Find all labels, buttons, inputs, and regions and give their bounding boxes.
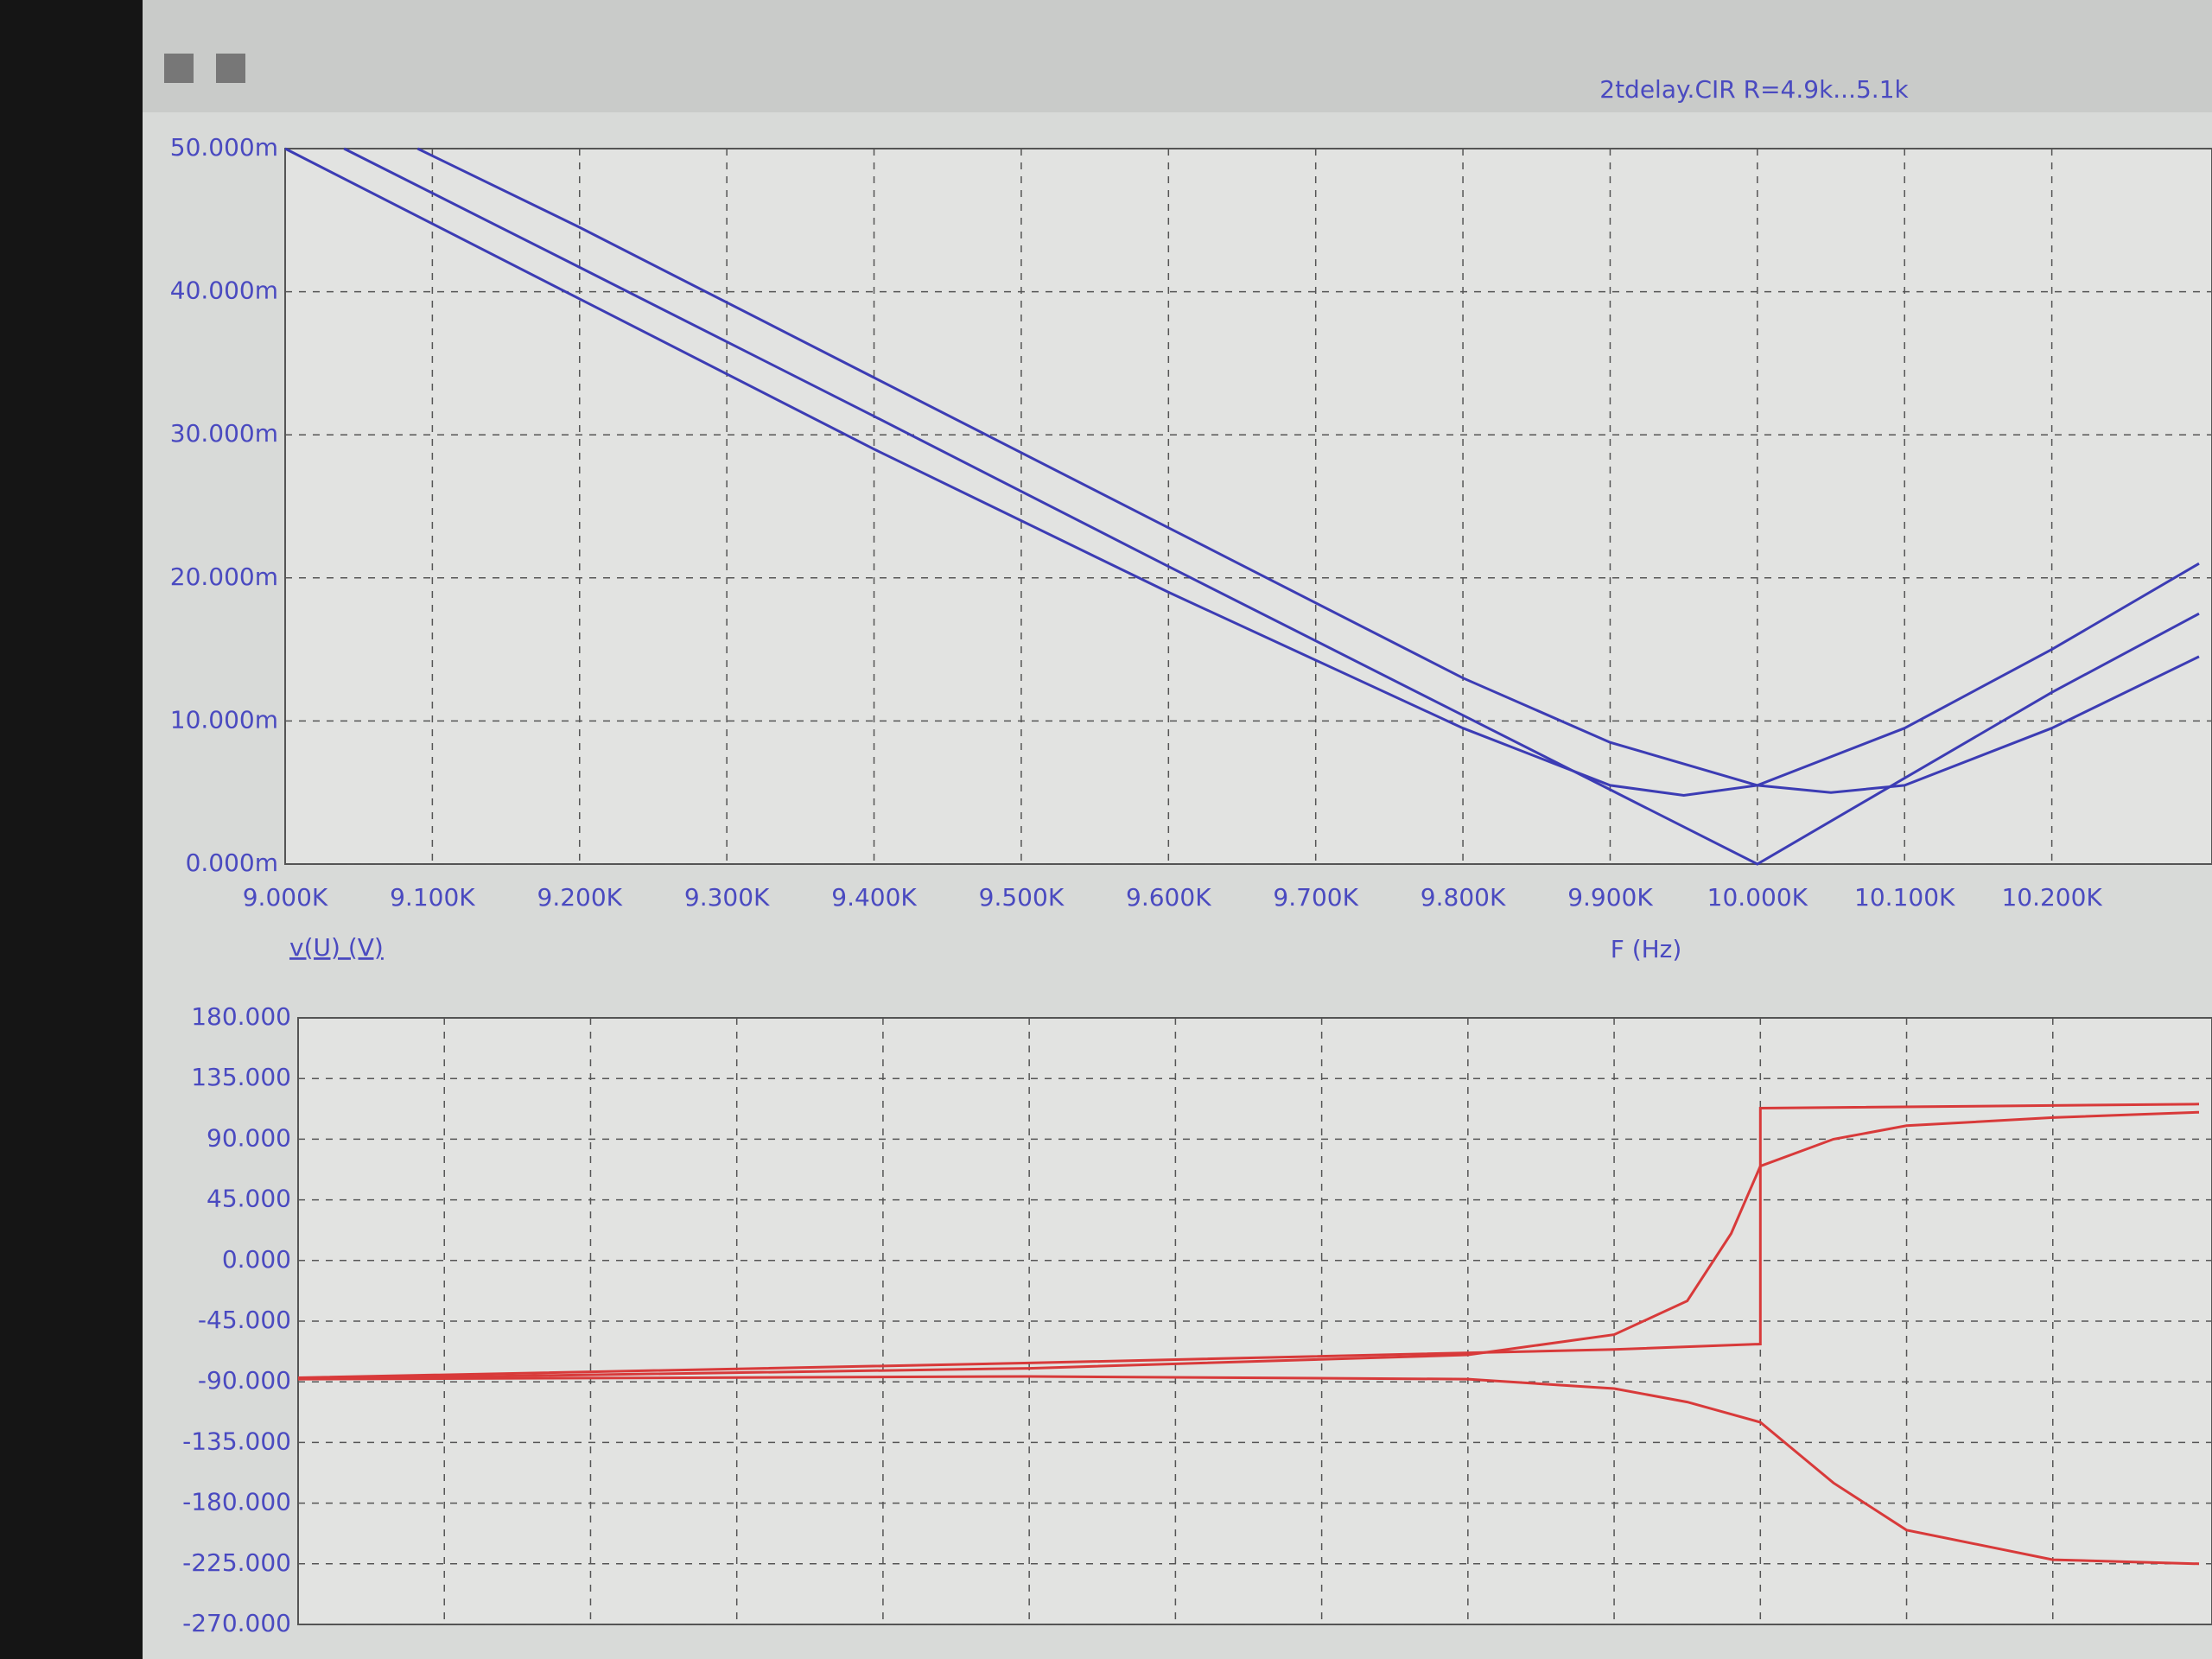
x-tick-label: 9.500K: [979, 883, 1065, 912]
y-tick-label: 20.000m: [170, 563, 278, 591]
data-line: [297, 1375, 2200, 1566]
x-tick-label: 9.100K: [390, 883, 475, 912]
x-tick-label: 9.300K: [684, 883, 770, 912]
y-tick-label: 10.000m: [170, 705, 278, 734]
y-tick-label: 0.000m: [186, 849, 278, 877]
y-tick-label: 0.000: [222, 1245, 291, 1274]
x-tick-label: 9.000K: [243, 883, 328, 912]
tool-icon[interactable]: [164, 54, 194, 83]
x-axis-label: F (Hz): [1611, 935, 1682, 963]
data-line: [284, 147, 2200, 798]
window-title: 2tdelay.CIR R=4.9k...5.1k: [1599, 75, 1909, 104]
data-line: [297, 1103, 2200, 1379]
x-tick-label: 9.700K: [1273, 883, 1358, 912]
data-line: [416, 147, 2200, 794]
x-tick-label: 9.200K: [537, 883, 623, 912]
y-tick-label: 180.000: [191, 1002, 291, 1031]
tool-icon[interactable]: [216, 54, 245, 83]
bezel: [0, 0, 143, 1659]
y-tick-label: 50.000m: [170, 133, 278, 162]
x-tick-label: 10.100K: [1854, 883, 1955, 912]
x-tick-label: 9.600K: [1126, 883, 1211, 912]
toolbar: [143, 0, 2212, 112]
y-tick-label: 40.000m: [170, 276, 278, 305]
x-tick-label: 9.800K: [1421, 883, 1506, 912]
x-tick-label: 10.200K: [2001, 883, 2102, 912]
y-tick-label: 30.000m: [170, 419, 278, 448]
y-tick-label: -45.000: [198, 1306, 291, 1334]
y-tick-label: -225.000: [182, 1548, 291, 1577]
plot-area: [284, 148, 2212, 865]
data-line: [343, 147, 2200, 866]
x-tick-label: 9.400K: [831, 883, 917, 912]
y-tick-label: 135.000: [191, 1063, 291, 1091]
y-tick-label: -180.000: [182, 1488, 291, 1516]
y-tick-label: 45.000: [207, 1185, 291, 1213]
y-axis-label: v(U) (V): [289, 933, 384, 962]
x-tick-label: 9.900K: [1567, 883, 1653, 912]
y-tick-label: -90.000: [198, 1366, 291, 1395]
data-line: [297, 1110, 2200, 1381]
x-tick-label: 10.000K: [1707, 883, 1808, 912]
y-tick-label: 90.000: [207, 1123, 291, 1152]
y-tick-label: -270.000: [182, 1609, 291, 1637]
y-tick-label: -135.000: [182, 1427, 291, 1455]
